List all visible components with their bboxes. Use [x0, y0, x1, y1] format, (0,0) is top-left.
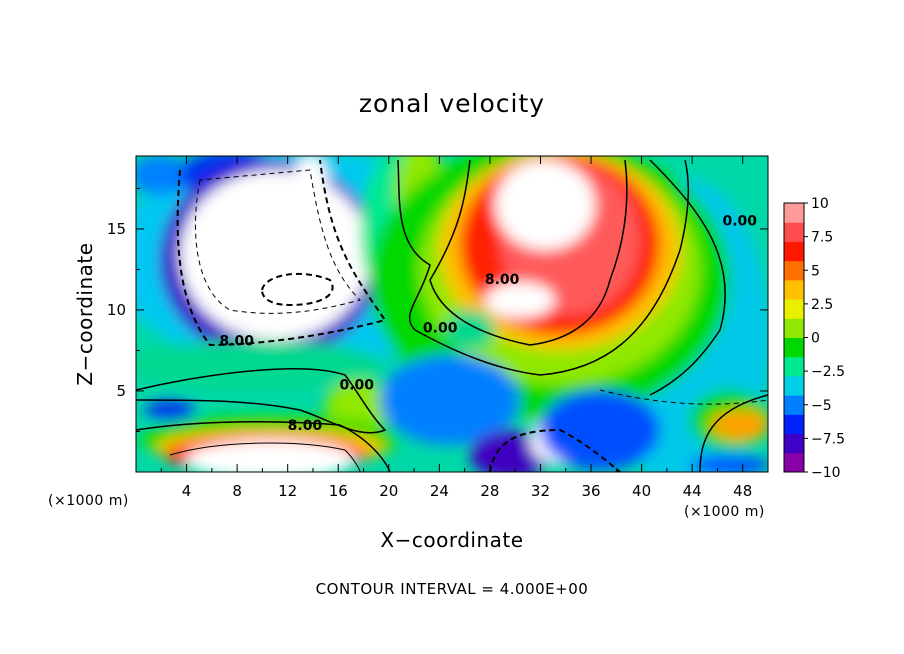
- contour-label: 8.00: [288, 418, 323, 434]
- contour-12-lower: [169, 442, 361, 472]
- colorbar-label: −7.5: [811, 431, 845, 447]
- blob: [185, 440, 355, 472]
- blob: [495, 160, 595, 250]
- blob: [136, 156, 190, 195]
- field-blobs: [136, 156, 768, 472]
- y-ticks: 5 10 15: [107, 187, 768, 432]
- colorbar-swatch: [784, 318, 804, 338]
- blob: [445, 310, 495, 350]
- chart-title: zonal velocity: [359, 89, 545, 118]
- contour-label: 8.00: [485, 272, 520, 288]
- colorbar-label: 7.5: [811, 230, 833, 246]
- contour-label: 0.00: [340, 377, 375, 393]
- colorbar-swatch: [784, 279, 804, 300]
- colorbar-label: 10: [811, 196, 829, 212]
- colorbar-label: 0: [811, 331, 820, 347]
- colorbar-label: 2.5: [811, 297, 833, 313]
- contour-8-lower: [136, 420, 391, 472]
- contour-12-dashed: [194, 169, 361, 314]
- blob: [485, 282, 555, 318]
- colorbar-label: −2.5: [811, 364, 845, 380]
- blob: [325, 380, 395, 430]
- x-tick-label: 24: [430, 482, 449, 500]
- x-ticks: 4 8 12 16 20 24 28 32 36 40 44 48: [160, 156, 752, 500]
- x-tick-label: 44: [683, 482, 702, 500]
- contour-dashed-bottom: [489, 428, 621, 472]
- colorbar-swatch: [784, 260, 804, 281]
- colorbar-label: −10: [811, 465, 841, 481]
- x-tick-label: 36: [581, 482, 600, 500]
- colorbar-label: −5: [811, 398, 832, 414]
- x-tick-label: 40: [632, 482, 651, 500]
- x-axis-label: X−coordinate: [380, 528, 523, 552]
- colorbar-swatch: [784, 356, 804, 377]
- contour-label: 8.00: [219, 334, 254, 350]
- x-unit-label-left: (×1000 m): [48, 493, 129, 509]
- blob: [690, 455, 768, 472]
- contour-interval-footer: CONTOUR INTERVAL = 4.000E+00: [316, 580, 589, 598]
- blob: [290, 156, 330, 235]
- colorbar-swatch: [784, 375, 804, 396]
- colorbar-swatch: [784, 222, 804, 242]
- colorbar-swatch: [784, 433, 804, 454]
- x-unit-label-right: (×1000 m): [684, 504, 765, 520]
- contour-0-center: [397, 159, 690, 376]
- colorbar-swatch: [784, 452, 804, 473]
- x-tick-label: 32: [531, 482, 550, 500]
- x-tick-label: 20: [379, 482, 398, 500]
- colorbar-swatch: [784, 414, 804, 435]
- colorbar-swatch: [784, 395, 804, 415]
- contour-label: 0.00: [423, 321, 458, 337]
- x-tick-label: 28: [480, 482, 499, 500]
- contour-8-dashed: [176, 159, 387, 347]
- blob: [180, 170, 370, 340]
- contour-0-bottom-right: [699, 394, 768, 472]
- y-tick-label: 5: [116, 382, 126, 400]
- colorbar-swatch: [784, 337, 804, 358]
- y-tick-label: 15: [107, 220, 126, 238]
- x-tick-label: 16: [329, 482, 348, 500]
- plot-frame: [135, 155, 769, 473]
- colorbar: 10 7.5 5 2.5 0 −2.5 −5 −7.5 −10: [783, 196, 845, 481]
- x-tick-label: 8: [232, 482, 242, 500]
- y-axis-label: Z−coordinate: [73, 242, 97, 385]
- x-tick-label: 4: [182, 482, 192, 500]
- colorbar-swatch: [784, 241, 804, 262]
- contour-labels-layer: 8.00 0.00 8.00 8.00 0.00 0.00: [219, 214, 757, 434]
- contour-lines: [136, 159, 768, 472]
- blob: [145, 400, 195, 420]
- heatmap-field: [136, 156, 768, 472]
- x-tick-label: 48: [733, 482, 752, 500]
- colorbar-swatch: [784, 203, 804, 223]
- contour-0-left: [136, 368, 387, 434]
- x-tick-label: 12: [278, 482, 297, 500]
- blob: [710, 410, 768, 440]
- contour-label: 0.00: [722, 214, 757, 230]
- blob: [470, 430, 550, 472]
- y-tick-label: 10: [107, 301, 126, 319]
- blob: [540, 390, 660, 470]
- contour-0-right: [649, 159, 726, 396]
- colorbar-swatch: [784, 299, 804, 319]
- contour-8-center: [429, 159, 628, 346]
- colorbar-label: 5: [811, 263, 820, 279]
- blob: [380, 355, 520, 445]
- contour-16-dashed: [260, 273, 334, 307]
